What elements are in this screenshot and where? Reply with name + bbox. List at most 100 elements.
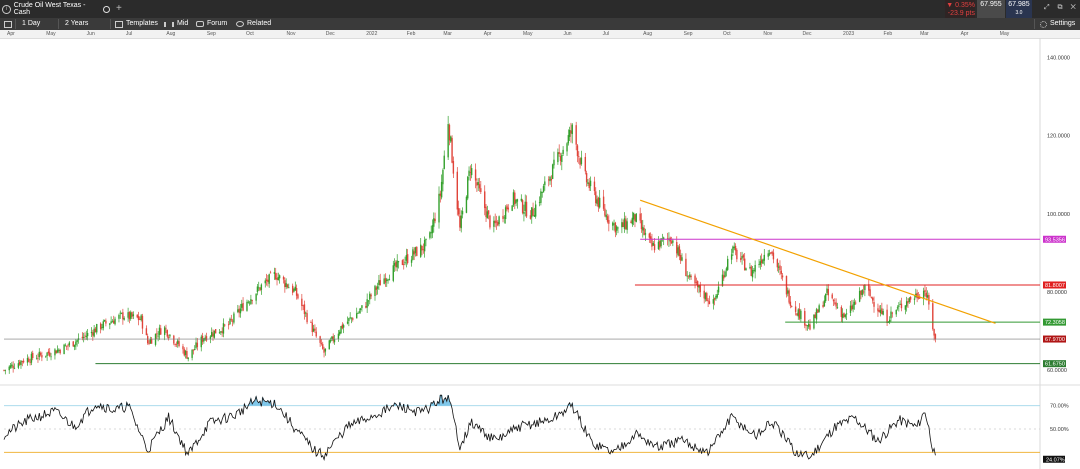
- candle-body: [340, 326, 342, 333]
- candle-body: [103, 320, 106, 322]
- candle-body: [450, 136, 452, 142]
- candle-body: [562, 149, 564, 154]
- candle-body: [96, 324, 98, 333]
- candle-body: [277, 277, 280, 280]
- candle-body: [195, 342, 197, 349]
- interval-select[interactable]: 1 Day: [22, 20, 41, 27]
- candle-body: [870, 296, 873, 298]
- candle-body: [640, 220, 643, 230]
- candle-body: [333, 339, 336, 343]
- month-label: Apr: [960, 31, 969, 37]
- forum-button[interactable]: Forum: [196, 18, 227, 30]
- candle-body: [365, 306, 367, 308]
- candle-body: [122, 312, 124, 320]
- candle-body: [798, 308, 801, 319]
- candle-body: [831, 294, 833, 299]
- candle-body: [204, 337, 206, 340]
- candle-body: [387, 279, 389, 281]
- candle-body: [585, 173, 588, 183]
- candle-body: [717, 286, 720, 293]
- candle-body: [516, 199, 519, 202]
- candle-body: [853, 301, 856, 305]
- candle-body: [37, 357, 39, 359]
- candle-body: [635, 213, 637, 222]
- period-select[interactable]: 2 Years: [65, 20, 89, 27]
- candle-body: [45, 355, 47, 357]
- buy-price-button[interactable]: 67.985 3.0: [1006, 0, 1032, 18]
- candle-body: [167, 337, 170, 339]
- candle-body: [447, 124, 449, 158]
- instrument-selector[interactable]: i Crude Oil West Texas - Cash: [2, 2, 110, 16]
- candle-body: [11, 364, 13, 367]
- candle-body: [396, 260, 398, 268]
- month-label: Aug: [643, 31, 653, 37]
- candle-body: [924, 289, 926, 293]
- candle-body: [196, 342, 199, 347]
- candle-body: [367, 300, 370, 302]
- candles: [3, 115, 937, 375]
- add-tab-button[interactable]: +: [116, 3, 122, 14]
- candle-body: [796, 313, 798, 316]
- candle-body: [597, 197, 600, 208]
- price-type-button[interactable]: Mid: [164, 18, 188, 30]
- candle-body: [905, 301, 908, 307]
- candle-body: [166, 330, 168, 337]
- toolbar-divider: [1034, 19, 1035, 29]
- candle-body: [123, 318, 125, 320]
- candle-body: [694, 275, 696, 284]
- templates-icon: [115, 20, 123, 28]
- candle-body: [154, 333, 157, 345]
- candle-body: [686, 275, 688, 277]
- sell-price-button[interactable]: 67.955: [977, 0, 1005, 18]
- candle-body: [63, 344, 65, 355]
- candle-body: [301, 298, 303, 306]
- candle-body: [815, 309, 818, 320]
- related-button[interactable]: Related: [236, 18, 271, 30]
- candle-body: [730, 254, 733, 260]
- price-chart[interactable]: 140.0000 120.0000 100.0000 80.0000 60.0000 93…: [0, 38, 1080, 469]
- info-icon[interactable]: i: [2, 4, 11, 14]
- instrument-name: Crude Oil West Texas - Cash: [13, 2, 86, 16]
- candle-body: [54, 349, 56, 356]
- candle-body: [119, 312, 121, 314]
- candle-body: [515, 199, 517, 204]
- candle-body: [148, 343, 150, 344]
- candle-body: [869, 289, 871, 297]
- candle-body: [758, 264, 760, 265]
- candle-body: [485, 206, 487, 218]
- candle-body: [182, 346, 184, 350]
- candle-body: [267, 279, 269, 283]
- candle-body: [137, 316, 140, 321]
- candle-body: [431, 225, 434, 234]
- candle-body: [213, 330, 216, 338]
- candle-body: [120, 312, 123, 314]
- candle-body: [614, 222, 617, 233]
- candle-body: [740, 257, 742, 260]
- candle-body: [794, 306, 797, 312]
- search-icon[interactable]: [103, 5, 110, 13]
- templates-button[interactable]: Templates: [115, 18, 158, 30]
- candle-body: [934, 334, 937, 340]
- month-label: Jun: [86, 31, 95, 37]
- candle-body: [494, 220, 496, 224]
- candle-body: [35, 358, 38, 360]
- candle-body: [306, 313, 308, 323]
- candle-body: [82, 336, 85, 338]
- candle-body: [109, 323, 111, 326]
- settings-button[interactable]: Settings: [1040, 18, 1075, 30]
- candle-body: [836, 307, 839, 309]
- trendline: [639, 199, 996, 324]
- window-controls[interactable]: ⤢ ⧉ ✕: [1044, 4, 1079, 11]
- candle-body: [612, 222, 614, 226]
- candle-body: [685, 258, 687, 277]
- candle-body: [595, 191, 597, 204]
- candle-body: [395, 261, 397, 268]
- time-axis[interactable]: Apr May Jun Jul Aug Sep Oct Nov Dec 2022 Feb Mar Apr…: [0, 30, 1080, 39]
- candle-body: [183, 349, 185, 356]
- candle-body: [337, 333, 340, 339]
- candle-body: [146, 336, 149, 344]
- candle-body: [882, 310, 884, 315]
- layout-button[interactable]: [4, 18, 12, 30]
- candle-body: [715, 295, 717, 299]
- candle-body: [917, 296, 920, 299]
